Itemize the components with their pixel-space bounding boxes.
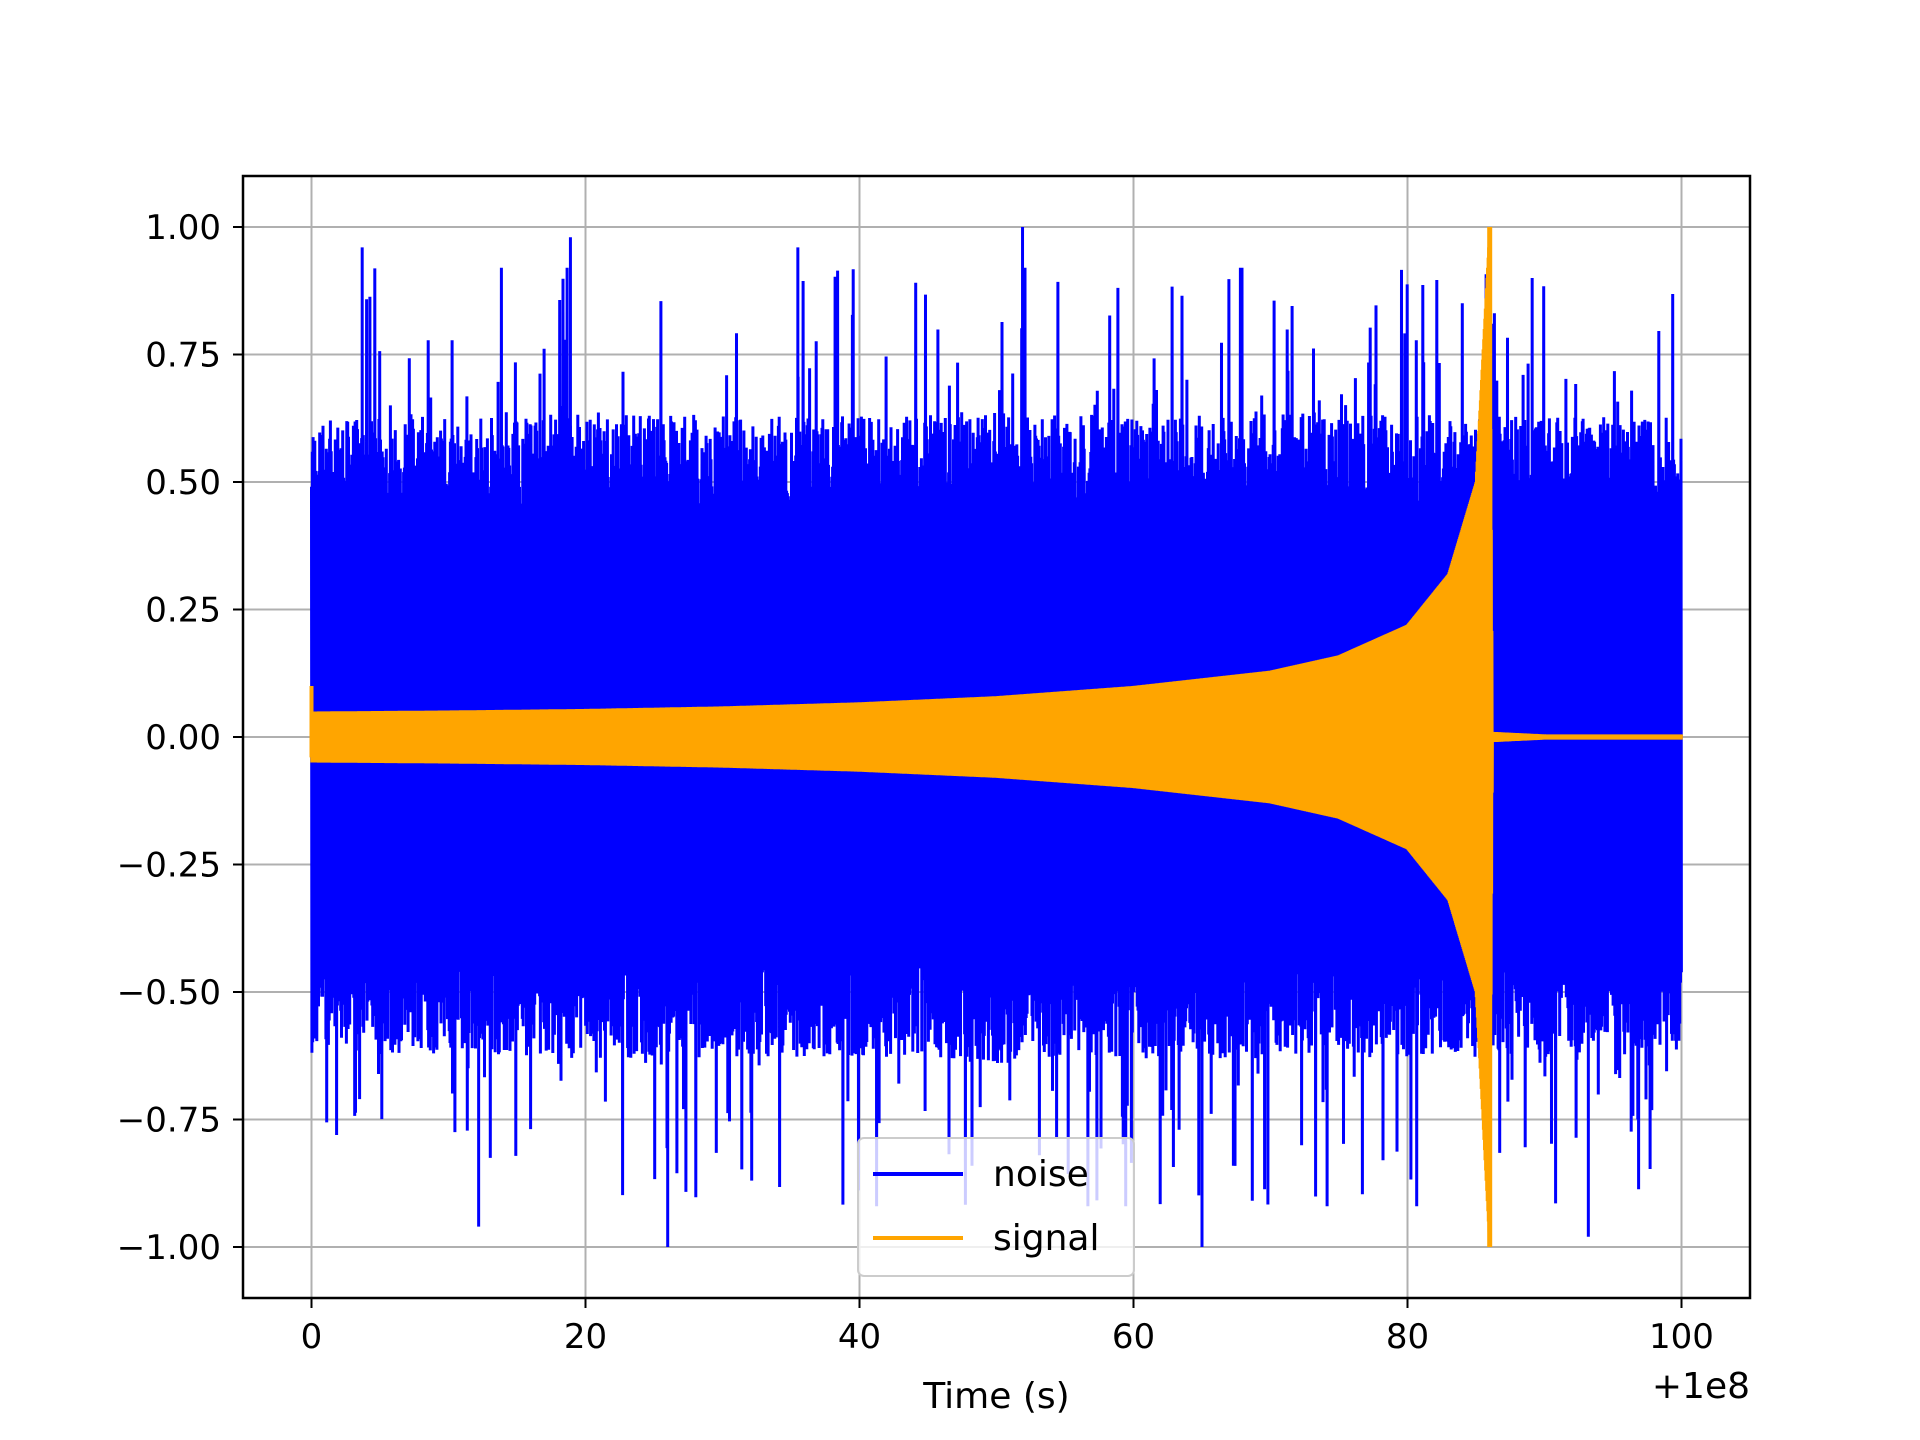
x-tick-label-1: 20 <box>564 1317 607 1357</box>
x-tick-label-4: 80 <box>1386 1317 1429 1357</box>
x-tick-label-5: 100 <box>1649 1317 1714 1357</box>
legend: noise signal <box>857 1137 1135 1277</box>
y-tick-label-6: −0.50 <box>117 973 221 1013</box>
y-tick-label-3: 0.25 <box>145 591 221 631</box>
signal-line <box>310 226 1683 1242</box>
y-tick-label-2: 0.50 <box>145 463 221 503</box>
legend-label-noise: noise <box>993 1154 1089 1195</box>
x-tick-label-0: 0 <box>301 1317 323 1357</box>
x-tick-label-3: 60 <box>1112 1317 1155 1357</box>
y-tick-label-4: 0.00 <box>145 718 221 758</box>
y-tick-label-5: −0.25 <box>117 846 221 886</box>
series-signal <box>309 226 1683 1247</box>
y-tick-label-0: 1.00 <box>145 208 221 248</box>
x-tick-label-2: 40 <box>838 1317 881 1357</box>
y-tick-label-1: 0.75 <box>145 336 221 376</box>
y-tick-label-7: −0.75 <box>117 1101 221 1141</box>
y-tick-label-8: −1.00 <box>117 1228 221 1268</box>
legend-label-signal: signal <box>993 1218 1100 1259</box>
x-axis-label: Time (s) <box>922 1376 1069 1417</box>
x-offset-label: +1e8 <box>1652 1366 1750 1407</box>
ticks: 0 20 40 60 80 100 1.00 0.75 0.50 0.25 0.00 −0.25 −0.… <box>117 208 1714 1357</box>
